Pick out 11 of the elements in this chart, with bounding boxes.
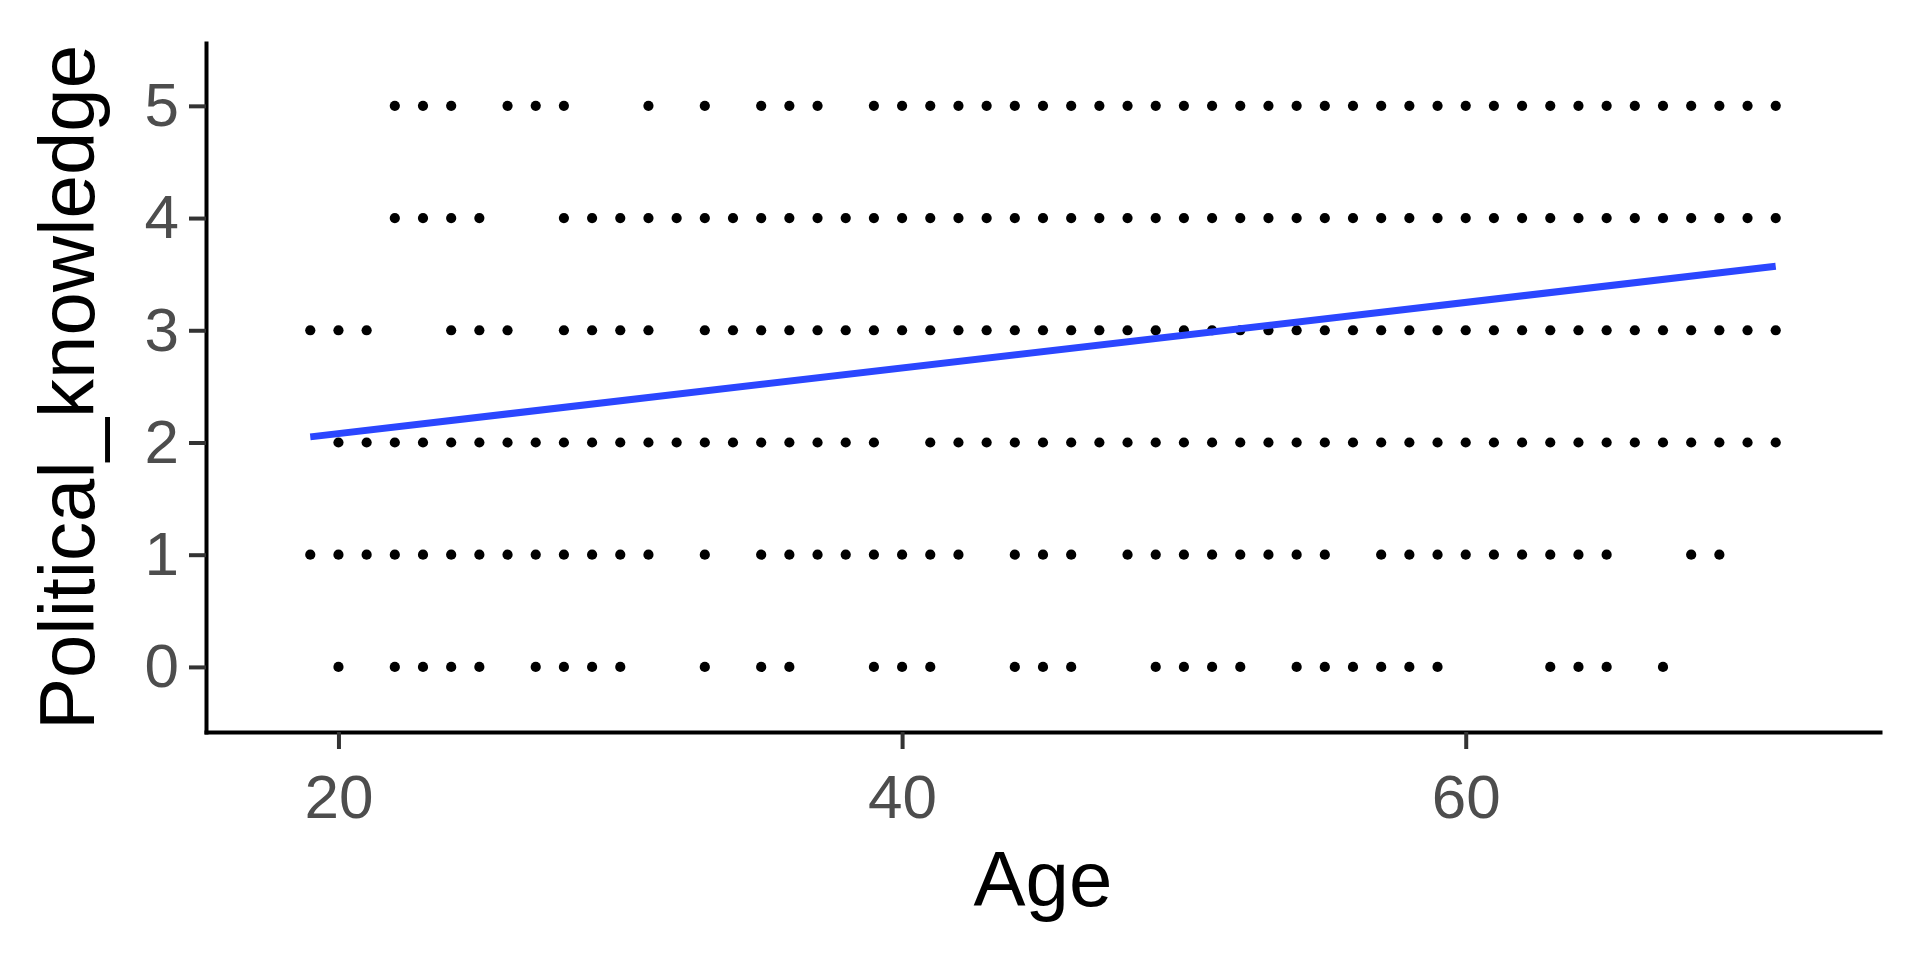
y-tick-label: 4	[144, 182, 179, 252]
x-axis-title: Age	[973, 835, 1113, 923]
y-tick-label: 1	[144, 519, 179, 589]
y-tick-label: 5	[144, 70, 179, 140]
x-tick-label: 20	[304, 762, 374, 832]
y-axis-title: Political_knowledge	[23, 44, 111, 731]
y-tick-label: 3	[144, 294, 179, 364]
x-tick-label: 40	[868, 762, 938, 832]
y-tick-label: 2	[144, 406, 179, 476]
x-tick-label: 60	[1431, 762, 1501, 832]
y-tick-label: 0	[144, 631, 179, 701]
